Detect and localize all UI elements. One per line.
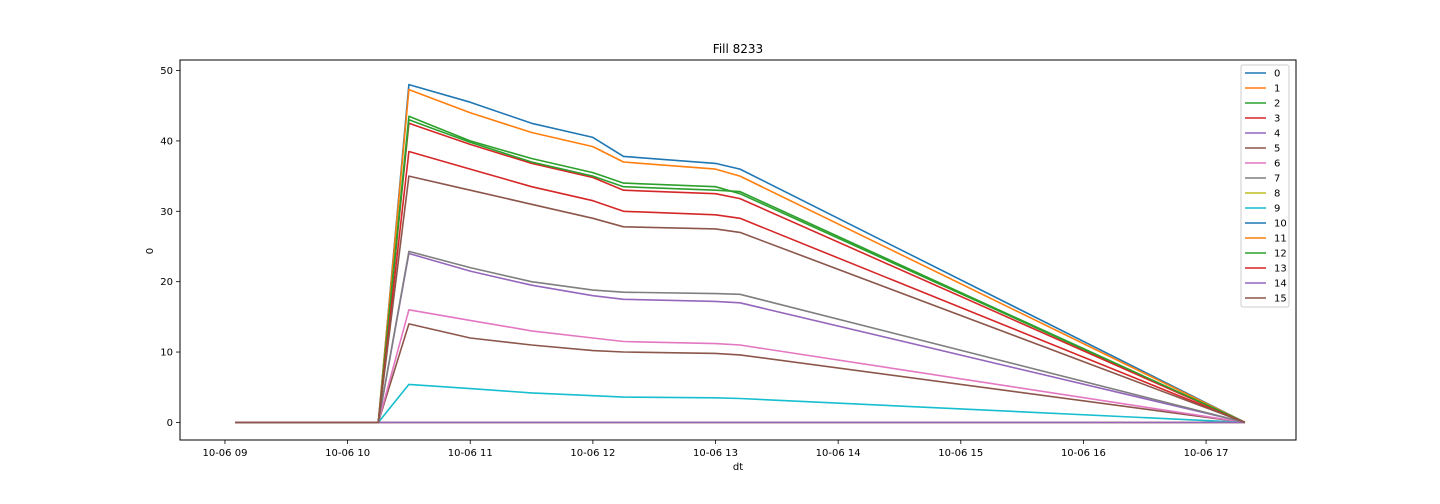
legend-label-13: 13 xyxy=(1274,264,1287,275)
legend-label-1: 1 xyxy=(1274,84,1280,95)
plot-frame xyxy=(179,59,1297,441)
legend-label-0: 0 xyxy=(1274,69,1280,80)
y-tick-label: 0 xyxy=(167,418,173,429)
legend-label-14: 14 xyxy=(1274,279,1287,290)
legend-label-10: 10 xyxy=(1274,219,1287,230)
legend-label-2: 2 xyxy=(1274,99,1280,110)
x-tick-label: 10-06 09 xyxy=(202,448,247,459)
y-tick-label: 30 xyxy=(160,207,173,218)
legend-label-5: 5 xyxy=(1274,144,1280,155)
x-tick-label: 10-06 14 xyxy=(816,448,861,459)
y-tick-label: 40 xyxy=(160,136,173,147)
x-tick-label: 10-06 15 xyxy=(938,448,983,459)
legend-label-7: 7 xyxy=(1274,174,1280,185)
x-tick-label: 10-06 12 xyxy=(570,448,615,459)
series-line-6 xyxy=(235,308,1246,424)
legend-label-8: 8 xyxy=(1274,189,1280,200)
series-line-7 xyxy=(235,250,1246,424)
legend-label-15: 15 xyxy=(1274,294,1287,305)
x-tick-label: 10-06 17 xyxy=(1184,448,1229,459)
y-axis-ticks: 0 10 20 30 40 50 xyxy=(160,66,180,429)
x-axis-ticks: 10-06 09 10-06 10 10-06 11 10-06 12 10-06 13… xyxy=(202,440,1229,459)
y-tick-label: 10 xyxy=(160,348,173,359)
legend-label-12: 12 xyxy=(1274,249,1287,260)
series-line-9 xyxy=(235,383,1245,424)
series-line-5 xyxy=(235,323,1246,424)
series-line-12 xyxy=(235,119,1246,424)
plot-area: 10-06 09 10-06 10 10-06 11 10-06 12 10-06 13… xyxy=(160,59,1297,459)
x-tick-label: 10-06 16 xyxy=(1061,448,1106,459)
x-tick-label: 10-06 11 xyxy=(448,448,493,459)
x-axis-label: dt xyxy=(733,462,743,473)
series-line-15 xyxy=(235,175,1246,424)
x-tick-label: 10-06 10 xyxy=(325,448,370,459)
legend-label-6: 6 xyxy=(1274,159,1280,170)
legend-label-3: 3 xyxy=(1274,114,1280,125)
y-tick-label: 20 xyxy=(160,277,173,288)
legend-label-4: 4 xyxy=(1274,129,1280,140)
series-line-1 xyxy=(235,88,1246,424)
y-tick-label: 50 xyxy=(160,66,173,77)
y-axis-label: 0 xyxy=(145,248,156,254)
chart-title: Fill 8233 xyxy=(713,42,763,56)
legend-label-9: 9 xyxy=(1274,204,1280,215)
series-group xyxy=(235,83,1246,424)
x-tick-label: 10-06 13 xyxy=(693,448,738,459)
legend-box xyxy=(1240,64,1290,308)
series-line-13 xyxy=(235,150,1246,424)
legend-label-11: 11 xyxy=(1274,234,1287,245)
